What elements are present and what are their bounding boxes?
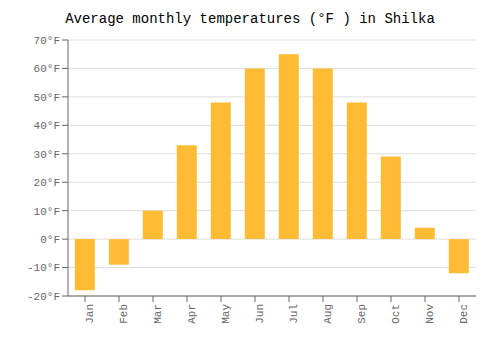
- html-text:Average monthly temperatures (: Average monthly temperatures (°F ) in Sh…: [65, 11, 435, 27]
- svg-text:0°F: 0°F: [40, 234, 60, 246]
- svg-text:Oct: Oct: [390, 304, 402, 324]
- svg-text:Mar: Mar: [152, 304, 164, 324]
- svg-text:50°F: 50°F: [34, 92, 60, 104]
- svg-text:Jan: Jan: [84, 304, 96, 324]
- svg-text:Sep: Sep: [356, 304, 368, 324]
- svg-text:Jul: Jul: [288, 304, 300, 324]
- svg-text:70°F: 70°F: [34, 35, 60, 47]
- svg-text:-20°F: -20°F: [27, 291, 60, 303]
- svg-text:40°F: 40°F: [34, 120, 60, 132]
- svg-text:Feb: Feb: [118, 304, 130, 324]
- svg-text:Aug: Aug: [322, 304, 334, 324]
- svg-text:20°F: 20°F: [34, 177, 60, 189]
- svg-text:30°F: 30°F: [34, 149, 60, 161]
- svg-text:-10°F: -10°F: [27, 262, 60, 274]
- svg-text:Apr: Apr: [186, 304, 198, 324]
- svg-text:Dec: Dec: [458, 304, 470, 324]
- svg-text:Nov: Nov: [424, 304, 436, 324]
- svg-text:Jun: Jun: [254, 304, 266, 324]
- svg-text:May: May: [220, 304, 232, 324]
- svg-text:10°F: 10°F: [34, 206, 60, 218]
- svg-text:60°F: 60°F: [34, 63, 60, 75]
